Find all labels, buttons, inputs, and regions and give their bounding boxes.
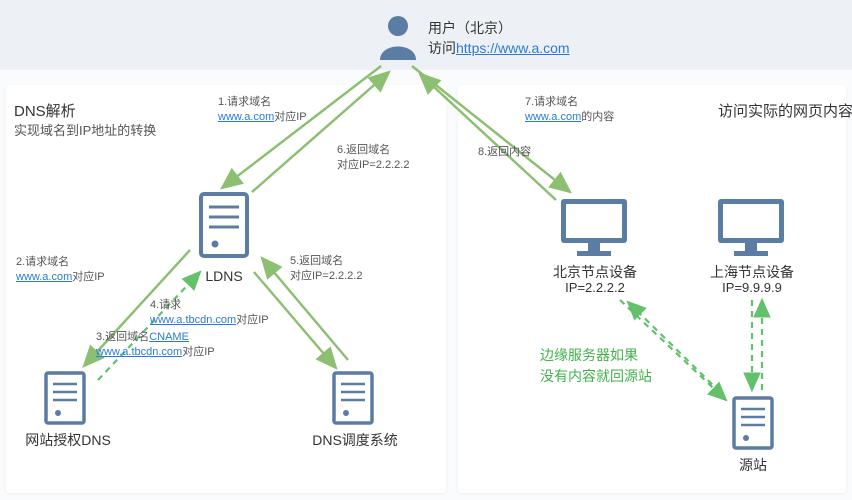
- edge7-link[interactable]: www.a.com: [525, 111, 581, 123]
- arrows-layer: [0, 0, 852, 500]
- edge5-label: 5.返回域名对应IP=2.2.2.2: [290, 254, 362, 285]
- edge6-label: 6.返回域名对应IP=2.2.2.2: [337, 143, 409, 174]
- edge2-link[interactable]: www.a.com: [16, 271, 72, 283]
- edge3-link2[interactable]: www.a.tbcdn.com: [96, 346, 182, 358]
- edge8-label: 8.返回内容: [478, 145, 531, 160]
- edge4-label: 4.请求 www.a.tbcdn.com对应IP: [150, 298, 269, 329]
- callout: 边缘服务器如果没有内容就回源站: [540, 345, 652, 387]
- edge2-label: 2.请求域名 www.a.com对应IP: [16, 255, 105, 286]
- edge1-label: 1.请求域名 www.a.com对应IP: [218, 95, 307, 126]
- edge3-label: 3.返回域名CNAME www.a.tbcdn.com对应IP: [96, 330, 215, 361]
- edge3-link[interactable]: CNAME: [149, 331, 189, 343]
- edge1-link[interactable]: www.a.com: [218, 111, 274, 123]
- edge4-link[interactable]: www.a.tbcdn.com: [150, 314, 236, 326]
- edge7-label: 7.请求域名 www.a.com的内容: [525, 95, 614, 126]
